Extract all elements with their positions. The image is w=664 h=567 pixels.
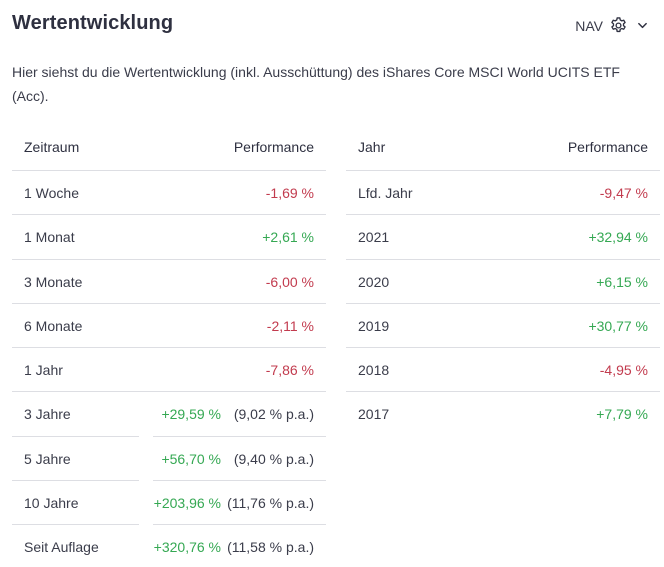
performance-value: +30,77 % — [588, 317, 648, 334]
year-label: 2021 — [358, 229, 390, 246]
chevron-down-icon[interactable] — [637, 20, 648, 31]
yearly-performance-table: Jahr Performance Lfd. Jahr -9,47 % 2021 … — [346, 126, 660, 437]
period-label: 5 Jahre — [24, 450, 71, 467]
performance-per-annum: (9,40 % p.a.) — [233, 450, 314, 467]
section-header: Wertentwicklung NAV — [12, 12, 652, 40]
table-row: Lfd. Jahr -9,47 % — [346, 171, 660, 216]
year-label: Lfd. Jahr — [358, 185, 413, 201]
gear-icon[interactable] — [609, 16, 628, 35]
table-row: 1 Jahr -7,86 % — [12, 348, 326, 393]
column-header-performance: Performance — [567, 139, 648, 155]
table-row: 10 Jahre +203,96 % (11,76 % p.a.) — [12, 481, 326, 526]
performance-per-annum: (11,76 % p.a.) — [227, 495, 314, 512]
performance-value: +32,94 % — [588, 229, 648, 246]
performance-value: +29,59 % — [161, 406, 221, 423]
year-label: 2018 — [358, 362, 390, 379]
table-row: 2017 +7,79 % — [346, 392, 660, 436]
table-header: Zeitraum Performance — [12, 126, 326, 171]
column-header-performance: Performance — [233, 139, 314, 155]
table-row: 2020 +6,15 % — [346, 260, 660, 304]
section-title: Wertentwicklung — [12, 12, 174, 34]
table-row: Seit Auflage +320,76 % (11,58 % p.a.) — [12, 525, 326, 567]
period-label: 3 Jahre — [24, 406, 71, 423]
period-performance-table: Zeitraum Performance 1 Woche -1,69 % 1 M… — [12, 126, 326, 567]
period-label: 1 Jahr — [24, 362, 63, 379]
price-type-label: NAV — [575, 17, 603, 34]
performance-value: -9,47 % — [599, 185, 648, 201]
performance-per-annum: (11,58 % p.a.) — [227, 539, 314, 556]
performance-value: +320,76 % — [153, 539, 221, 556]
period-label: 10 Jahre — [24, 495, 79, 512]
period-label: Seit Auflage — [24, 539, 99, 556]
performance-value: -4,95 % — [599, 362, 648, 379]
performance-value: -1,69 % — [265, 185, 314, 201]
period-label: 3 Monate — [24, 273, 83, 290]
table-row: 5 Jahre +56,70 % (9,40 % p.a.) — [12, 437, 326, 482]
year-label: 2019 — [358, 317, 390, 334]
table-row: 3 Jahre +29,59 % (9,02 % p.a.) — [12, 392, 326, 438]
performance-value: +7,79 % — [596, 406, 648, 423]
performance-value: +203,96 % — [153, 495, 221, 512]
table-header: Jahr Performance — [346, 126, 660, 171]
performance-value: -2,11 % — [266, 317, 314, 334]
table-row: 3 Monate -6,00 % — [12, 260, 326, 304]
period-label: 6 Monate — [24, 317, 83, 334]
column-header-period: Zeitraum — [24, 139, 80, 155]
performance-value: +6,15 % — [596, 273, 648, 290]
performance-value: +56,70 % — [161, 450, 221, 467]
table-row: 2019 +30,77 % — [346, 304, 660, 349]
table-row: 6 Monate -2,11 % — [12, 304, 326, 349]
section-description: Hier siehst du die Wertentwicklung (inkl… — [12, 64, 620, 104]
year-label: 2020 — [358, 273, 390, 290]
performance-value: +2,61 % — [262, 229, 314, 246]
performance-per-annum: (9,02 % p.a.) — [233, 406, 314, 423]
year-label: 2017 — [358, 406, 390, 423]
table-row: 2018 -4,95 % — [346, 348, 660, 393]
table-row: 1 Monat +2,61 % — [12, 215, 326, 260]
performance-value: -7,86 % — [265, 362, 314, 379]
period-label: 1 Monat — [24, 229, 75, 246]
performance-value: -6,00 % — [265, 273, 314, 290]
column-header-year: Jahr — [358, 139, 386, 155]
period-label: 1 Woche — [24, 185, 79, 201]
table-row: 1 Woche -1,69 % — [12, 171, 326, 216]
price-type-selector[interactable]: NAV — [575, 16, 648, 35]
table-row: 2021 +32,94 % — [346, 215, 660, 260]
